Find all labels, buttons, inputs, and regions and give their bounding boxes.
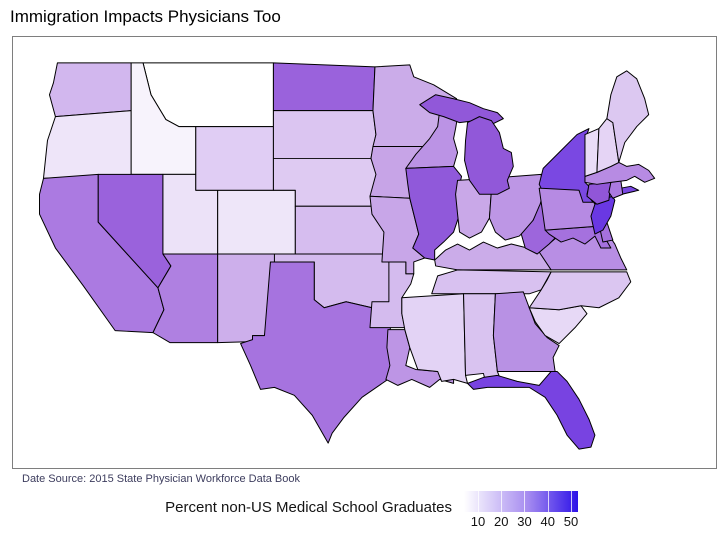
state-tn: Tennessee: 16% <box>431 269 552 295</box>
legend-tick-label: 30 <box>517 514 532 529</box>
legend-gradient-bar <box>464 491 578 512</box>
state-la: Louisiana: 23% <box>385 329 455 388</box>
source-note: Date Source: 2015 State Physician Workfo… <box>22 473 300 485</box>
us-choropleth-svg: Montana: 4%Idaho: 7%Washington: 18%Orego… <box>39 62 656 450</box>
legend-tick-label: 10 <box>470 514 486 529</box>
page-title: Immigration Impacts Physicians Too <box>10 7 281 26</box>
legend-tick-mark <box>477 491 479 512</box>
legend-tick-mark <box>547 491 549 512</box>
legend-tick-label: 40 <box>540 514 555 529</box>
legend-tick-label: 20 <box>493 514 509 529</box>
legend-tick-label: 50 <box>563 514 579 529</box>
state-or: Oregon: 11% <box>42 110 132 179</box>
legend-tick-mark <box>501 491 503 512</box>
state-fl: Florida: 36% <box>467 370 596 450</box>
state-ri: Rhode Island: 26% <box>608 179 624 199</box>
state-me: Maine: 15% <box>606 70 650 163</box>
legend-tick-mark <box>524 491 526 512</box>
states-layer: Montana: 4%Idaho: 7%Washington: 18%Orego… <box>39 62 656 450</box>
state-mi: Michigan: 30% <box>464 116 514 195</box>
state-ga: Georgia: 24% <box>492 291 560 372</box>
state-ny: New York: 37% <box>538 128 594 203</box>
state-co: Colorado: 10% <box>217 189 296 255</box>
legend-tick-labels: 10 20 30 40 50 <box>464 514 579 530</box>
state-wa: Washington: 18% <box>48 62 132 118</box>
state-sd: South Dakota: 15% <box>272 110 377 159</box>
state-nd: North Dakota: 30% <box>272 62 376 112</box>
state-nc: North Carolina: 15% <box>528 271 632 311</box>
state-wy: Wyoming: 13% <box>195 126 274 191</box>
legend-tick-mark <box>571 491 573 512</box>
map-frame: Montana: 4%Idaho: 7%Washington: 18%Orego… <box>12 36 717 469</box>
state-tx: Texas: 26% <box>240 261 395 444</box>
legend-title: Percent non-US Medical School Graduates <box>165 499 452 516</box>
